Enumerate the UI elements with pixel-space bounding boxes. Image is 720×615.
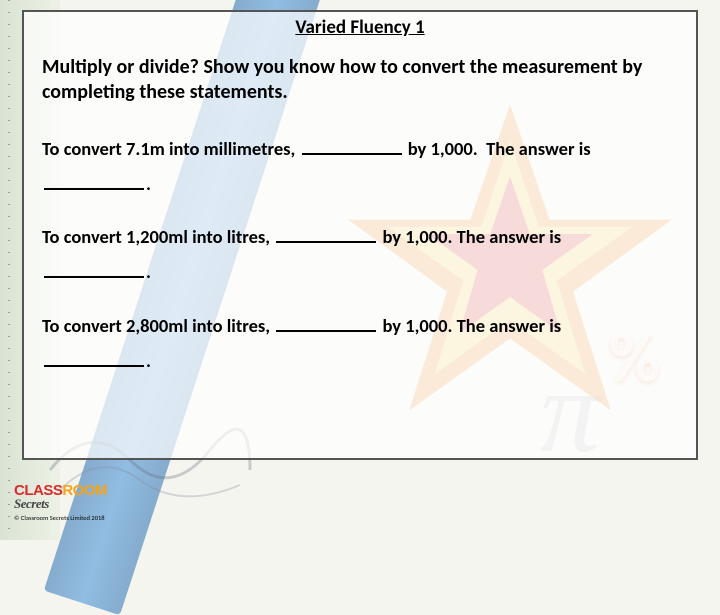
classroom-secrets-logo: CLASSROOM Secrets (14, 482, 107, 512)
fill-blank[interactable] (44, 259, 144, 278)
fill-blank[interactable] (44, 171, 144, 190)
logo-text: ROOM (62, 482, 107, 499)
content-card: Varied Fluency 1 Multiply or divide? Sho… (22, 10, 698, 460)
footer-logo-area: CLASSROOM Secrets © Classroom Secrets Li… (14, 482, 107, 522)
statement-text: To convert 2,800ml into litres, (42, 314, 270, 337)
statement-text: . (146, 349, 151, 372)
statement-text: answer is (519, 137, 591, 160)
statement-text: . (146, 172, 151, 195)
statement-text: by 1,000. (408, 137, 478, 160)
copyright-text: © Classroom Secrets Limited 2018 (14, 514, 107, 522)
fill-blank[interactable] (302, 136, 402, 155)
statement-text: The (486, 137, 514, 160)
statement-text: To convert 1,200ml into litres, (42, 225, 270, 248)
statement-text: To convert 7.1m into millimetres, (42, 137, 295, 160)
statement-3: To convert 2,800ml into litres, by 1,000… (42, 308, 678, 378)
statement-text: by 1,000. The answer is (382, 314, 561, 337)
statement-text: by 1,000. The answer is (382, 225, 561, 248)
statement-2: To convert 1,200ml into litres, by 1,000… (42, 219, 678, 289)
fill-blank[interactable] (276, 224, 376, 243)
slide-title: Varied Fluency 1 (42, 16, 678, 39)
instruction-text: Multiply or divide? Show you know how to… (42, 55, 678, 105)
statement-text: . (146, 260, 151, 283)
statement-1: To convert 7.1m into millimetres, by 1,0… (42, 131, 678, 201)
fill-blank[interactable] (44, 347, 144, 366)
fill-blank[interactable] (276, 312, 376, 331)
